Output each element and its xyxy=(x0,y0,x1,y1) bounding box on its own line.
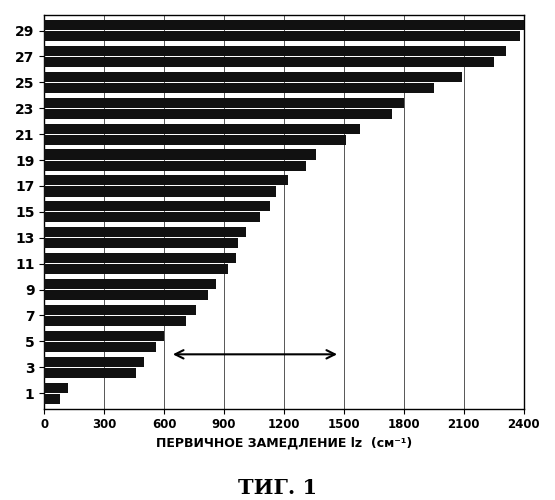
Bar xyxy=(44,98,404,108)
Bar xyxy=(44,124,360,134)
Bar xyxy=(44,368,136,378)
Bar xyxy=(44,160,306,170)
Text: ΤИГ. 1: ΤИГ. 1 xyxy=(238,478,317,498)
Bar xyxy=(44,253,236,263)
Bar xyxy=(44,31,519,41)
Bar xyxy=(44,342,156,352)
Bar xyxy=(44,46,506,56)
Bar xyxy=(44,20,524,30)
Bar xyxy=(44,316,186,326)
Bar xyxy=(44,186,276,196)
Bar xyxy=(44,227,246,237)
Bar xyxy=(44,331,164,341)
Bar xyxy=(44,394,60,404)
Bar xyxy=(44,83,434,93)
Bar xyxy=(44,72,462,82)
Bar xyxy=(44,202,270,211)
Bar xyxy=(44,150,316,160)
Bar xyxy=(44,134,346,144)
Bar xyxy=(44,279,216,289)
Bar xyxy=(44,290,208,300)
Bar xyxy=(44,264,228,274)
Bar xyxy=(44,238,238,248)
Bar xyxy=(44,356,144,367)
Bar xyxy=(44,109,392,119)
Bar xyxy=(44,382,68,392)
Bar xyxy=(44,305,196,315)
Bar xyxy=(44,176,288,186)
Bar xyxy=(44,212,260,222)
Bar xyxy=(44,57,494,67)
X-axis label: ПЕРВИЧНОЕ ЗАМЕДЛЕНИЕ lz  (см⁻¹): ПЕРВИЧНОЕ ЗАМЕДЛЕНИЕ lz (см⁻¹) xyxy=(156,437,412,450)
